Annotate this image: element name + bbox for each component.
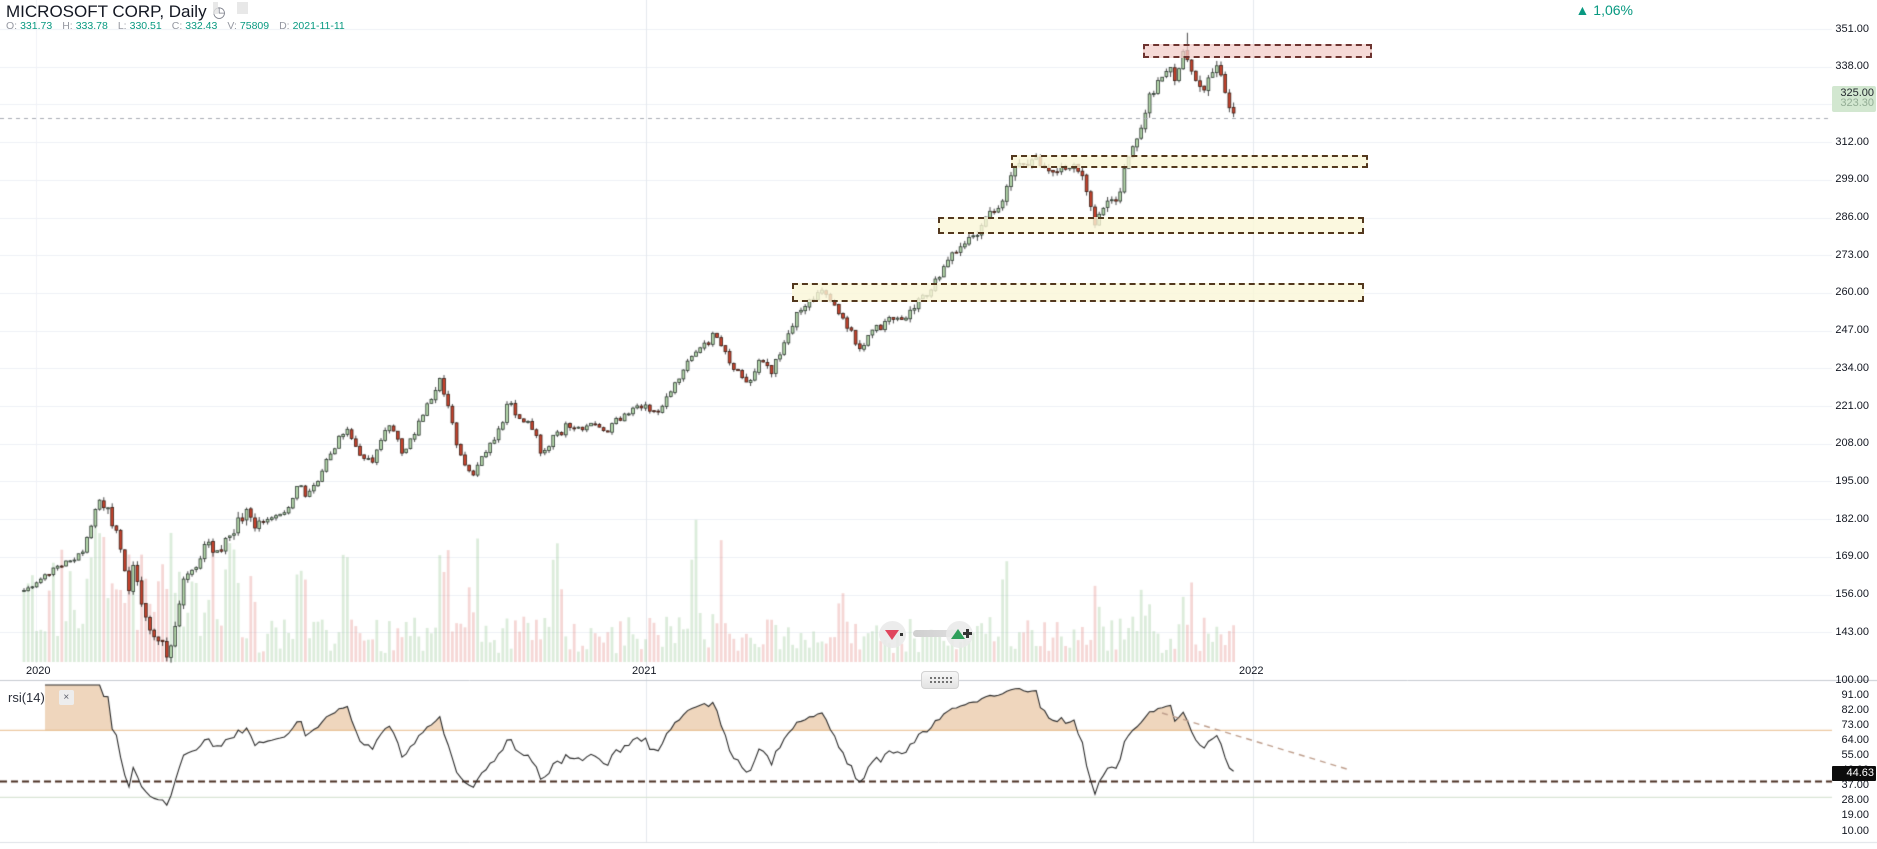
legend-item: D: 2021-11-11: [279, 20, 345, 32]
scroll-slider[interactable]: [913, 630, 960, 637]
price-axis-label: 182.00: [1835, 512, 1869, 525]
symbol-title[interactable]: MICROSOFT CORP, Daily: [6, 2, 207, 21]
rsi-axis-label: 10.00: [1841, 824, 1869, 837]
last-price-axis-label: 325.00 323.30: [1832, 86, 1876, 112]
symbol-title-row[interactable]: MICROSOFT CORP, Daily ◷: [6, 2, 226, 22]
legend-item: L: 330.51: [117, 20, 162, 32]
toolbar-ghost-mark: [213, 2, 218, 14]
price-axis-label: 195.00: [1835, 474, 1869, 487]
rsi-value-label: 44.63: [1832, 766, 1876, 781]
price-axis-label: 351.00: [1835, 22, 1869, 35]
toolbar-ghost-mark: [237, 2, 248, 14]
price-axis-label: 143.00: [1835, 625, 1869, 638]
price-axis-label: 273.00: [1835, 248, 1869, 261]
price-axis-label: 338.00: [1835, 60, 1869, 73]
rsi-axis-label: 82.00: [1841, 703, 1869, 716]
legend-item: V: 75809: [227, 20, 270, 32]
price-axis-label: 221.00: [1835, 399, 1869, 412]
legend-item: C: 332.43: [171, 20, 218, 32]
price-axis-label: 234.00: [1835, 361, 1869, 374]
price-axis-label: 299.00: [1835, 173, 1869, 186]
pane-separator-handle[interactable]: [921, 671, 959, 689]
time-axis-label: 2021: [632, 665, 657, 677]
rsi-close-button[interactable]: ×: [58, 690, 74, 705]
rsi-axis-label: 91.00: [1841, 688, 1869, 701]
price-axis-label: 247.00: [1835, 324, 1869, 337]
price-axis-label: 286.00: [1835, 211, 1869, 223]
drag-dots-icon: [929, 676, 953, 685]
time-axis-label: 2022: [1239, 665, 1264, 677]
plus-icon: [963, 632, 972, 635]
buy-marker-button[interactable]: [946, 621, 973, 648]
sell-marker-button[interactable]: [879, 621, 906, 648]
rsi-axis-label: 100.00: [1835, 673, 1869, 686]
change-percent-badge: ▲ 1,06%: [1575, 2, 1633, 18]
legend-item: H: 333.78: [62, 20, 108, 32]
rsi-axis-label: 64.00: [1841, 733, 1869, 746]
price-axis-label: 312.00: [1835, 135, 1869, 148]
rsi-axis-label: 55.00: [1841, 749, 1869, 761]
price-axis-label: 156.00: [1835, 588, 1869, 600]
time-axis-label: 2020: [26, 665, 51, 677]
rsi-axis-label: 19.00: [1841, 809, 1869, 822]
price-axis-label: 260.00: [1835, 286, 1869, 299]
legend-item: O: 331.73: [6, 20, 53, 32]
up-arrow-icon: [951, 629, 965, 639]
last-price-text: 323.30: [1840, 97, 1874, 109]
ohlc-legend-row: O: 331.73 H: 333.78 L: 330.51 C: 332.43 V: 75809 D…: [6, 20, 345, 32]
rsi-axis-label: 28.00: [1841, 794, 1869, 807]
rsi-indicator-label[interactable]: rsi(14): [8, 690, 45, 705]
rsi-axis-label: 37.00: [1841, 779, 1869, 792]
price-axis-label: 208.00: [1835, 437, 1869, 450]
rsi-axis-label: 73.00: [1841, 718, 1869, 731]
down-arrow-icon: [885, 630, 899, 640]
mini-mark: [900, 633, 903, 636]
rsi-indicator-row: rsi(14) ×: [8, 690, 74, 705]
axis-price-text: 325.00: [1840, 87, 1874, 99]
price-axis-label: 169.00: [1835, 550, 1869, 563]
